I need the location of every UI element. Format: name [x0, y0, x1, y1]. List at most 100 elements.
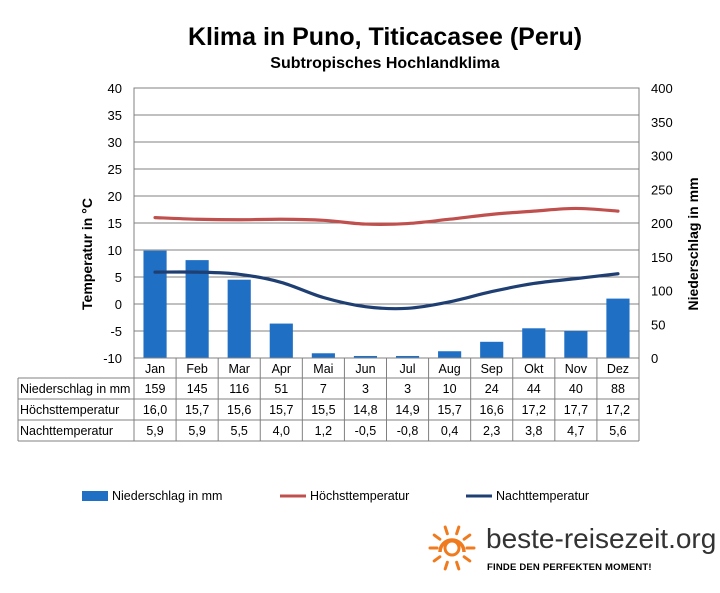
branding: beste-reisezeit.org FINDE DEN PERFEKTEN … — [428, 523, 716, 573]
left-tick-label: 35 — [108, 108, 122, 123]
sun-logo-icon — [428, 525, 476, 571]
month-label: Mai — [313, 362, 333, 376]
sun-ray — [443, 560, 449, 571]
month-label: Jan — [145, 362, 165, 376]
right-tick-label: 150 — [651, 250, 673, 265]
precipitation-bar — [564, 331, 588, 358]
table-cell: 3 — [404, 382, 411, 396]
table-cell: 51 — [274, 382, 288, 396]
brand-tagline: FINDE DEN PERFEKTEN MOMENT! — [487, 562, 652, 573]
sun-core — [443, 539, 461, 557]
sun-ray — [462, 555, 472, 563]
precipitation-bar — [269, 323, 293, 358]
month-label: Nov — [565, 362, 588, 376]
sun-ray — [455, 560, 461, 571]
table-cell: 15,7 — [269, 403, 293, 417]
right-tick-label: 0 — [651, 351, 658, 366]
right-tick-label: 400 — [651, 81, 673, 96]
legend-label: Höchsttemperatur — [310, 489, 409, 503]
series-line-h-chsttemperatur — [153, 206, 620, 226]
table-row-label: Nachttemperatur — [20, 424, 113, 438]
table-cell: 14,8 — [353, 403, 377, 417]
left-tick-label: 30 — [108, 135, 122, 150]
left-tick-label: 25 — [108, 162, 122, 177]
table-cell: 88 — [611, 382, 625, 396]
table-row-label: Höchsttemperatur — [20, 403, 119, 417]
month-label: Feb — [186, 362, 208, 376]
right-tick-label: 350 — [651, 115, 673, 130]
chart-title: Klima in Puno, Titicacasee (Peru) — [188, 23, 582, 51]
table-cell: 5,9 — [146, 424, 163, 438]
table-cell: 3 — [362, 382, 369, 396]
precipitation-bar — [143, 250, 167, 358]
table-cell: 15,6 — [227, 403, 251, 417]
month-label: Okt — [524, 362, 544, 376]
precipitation-bar — [480, 341, 504, 358]
month-label: Aug — [439, 362, 461, 376]
table-cell: 4,0 — [273, 424, 290, 438]
table-cell: 15,7 — [437, 403, 461, 417]
sun-ray — [432, 555, 442, 563]
data-table: Jan Feb Mar Apr Mai Jun Jul Aug Sep Okt Nov Dez Nied… — [17, 358, 640, 442]
legend-label: Niederschlag in mm — [112, 489, 222, 503]
month-label: Apr — [272, 362, 291, 376]
table-cell: 3,8 — [525, 424, 542, 438]
table-cell: 1,2 — [315, 424, 332, 438]
table-cell: 7 — [320, 382, 327, 396]
left-axis-title: Temperatur in °C — [79, 198, 95, 310]
month-label: Mar — [228, 362, 250, 376]
table-cell: 2,3 — [483, 424, 500, 438]
precipitation-bar — [522, 328, 546, 358]
month-label: Dez — [607, 362, 629, 376]
series-line-nachttemperatur — [153, 270, 620, 311]
table-cell: 40 — [569, 382, 583, 396]
table-cell: 44 — [527, 382, 541, 396]
right-tick-label: 50 — [651, 317, 665, 332]
sun-ray — [462, 533, 472, 541]
table-cell: -0,5 — [355, 424, 377, 438]
table-cell: 16,6 — [480, 403, 504, 417]
table-cell: 17,2 — [522, 403, 546, 417]
legend-swatch-bar — [82, 491, 108, 501]
table-cell: 159 — [145, 382, 166, 396]
precipitation-bar — [185, 260, 209, 358]
chart-subtitle: Subtropisches Hochlandklima — [270, 55, 499, 72]
table-cell: 14,9 — [395, 403, 419, 417]
left-tick-label: 40 — [108, 81, 122, 96]
left-axis-ticks: 40 35 30 25 20 15 10 5 0 -5 -10 — [103, 81, 122, 366]
table-cell: -0,8 — [397, 424, 419, 438]
table-cell: 10 — [443, 382, 457, 396]
right-tick-label: 100 — [651, 284, 673, 299]
right-tick-label: 250 — [651, 182, 673, 197]
table-cell: 17,7 — [564, 403, 588, 417]
table-cell: 0,4 — [441, 424, 458, 438]
table-cell: 17,2 — [606, 403, 630, 417]
month-label: Jul — [400, 362, 416, 376]
table-cell: 116 — [229, 382, 249, 396]
sun-ray — [432, 533, 442, 541]
precipitation-bar — [395, 355, 420, 358]
left-tick-label: 15 — [108, 216, 122, 231]
precipitation-bars — [143, 250, 630, 358]
table-cell: 16,0 — [143, 403, 167, 417]
left-tick-label: 5 — [115, 270, 122, 285]
table-cell: 5,5 — [231, 424, 248, 438]
left-tick-label: -10 — [103, 351, 122, 366]
legend: Niederschlag in mm Höchsttemperatur Nachtt… — [82, 489, 589, 503]
right-axis-ticks: 400 350 300 250 200 150 100 50 0 — [651, 81, 673, 366]
right-tick-label: 300 — [651, 149, 673, 164]
temperature-lines — [153, 206, 620, 311]
sun-ray — [455, 525, 461, 536]
precipitation-bar — [606, 298, 630, 358]
table-cell: 145 — [187, 382, 208, 396]
month-label: Sep — [481, 362, 503, 376]
legend-label: Nachttemperatur — [496, 489, 589, 503]
table-cell: 5,9 — [188, 424, 205, 438]
table-row-label: Niederschlag in mm — [20, 382, 130, 396]
sun-ray — [443, 525, 449, 536]
table-cell: 5,6 — [609, 424, 626, 438]
left-tick-label: 20 — [108, 189, 122, 204]
table-cell: 15,7 — [185, 403, 209, 417]
left-tick-label: 10 — [108, 243, 122, 258]
